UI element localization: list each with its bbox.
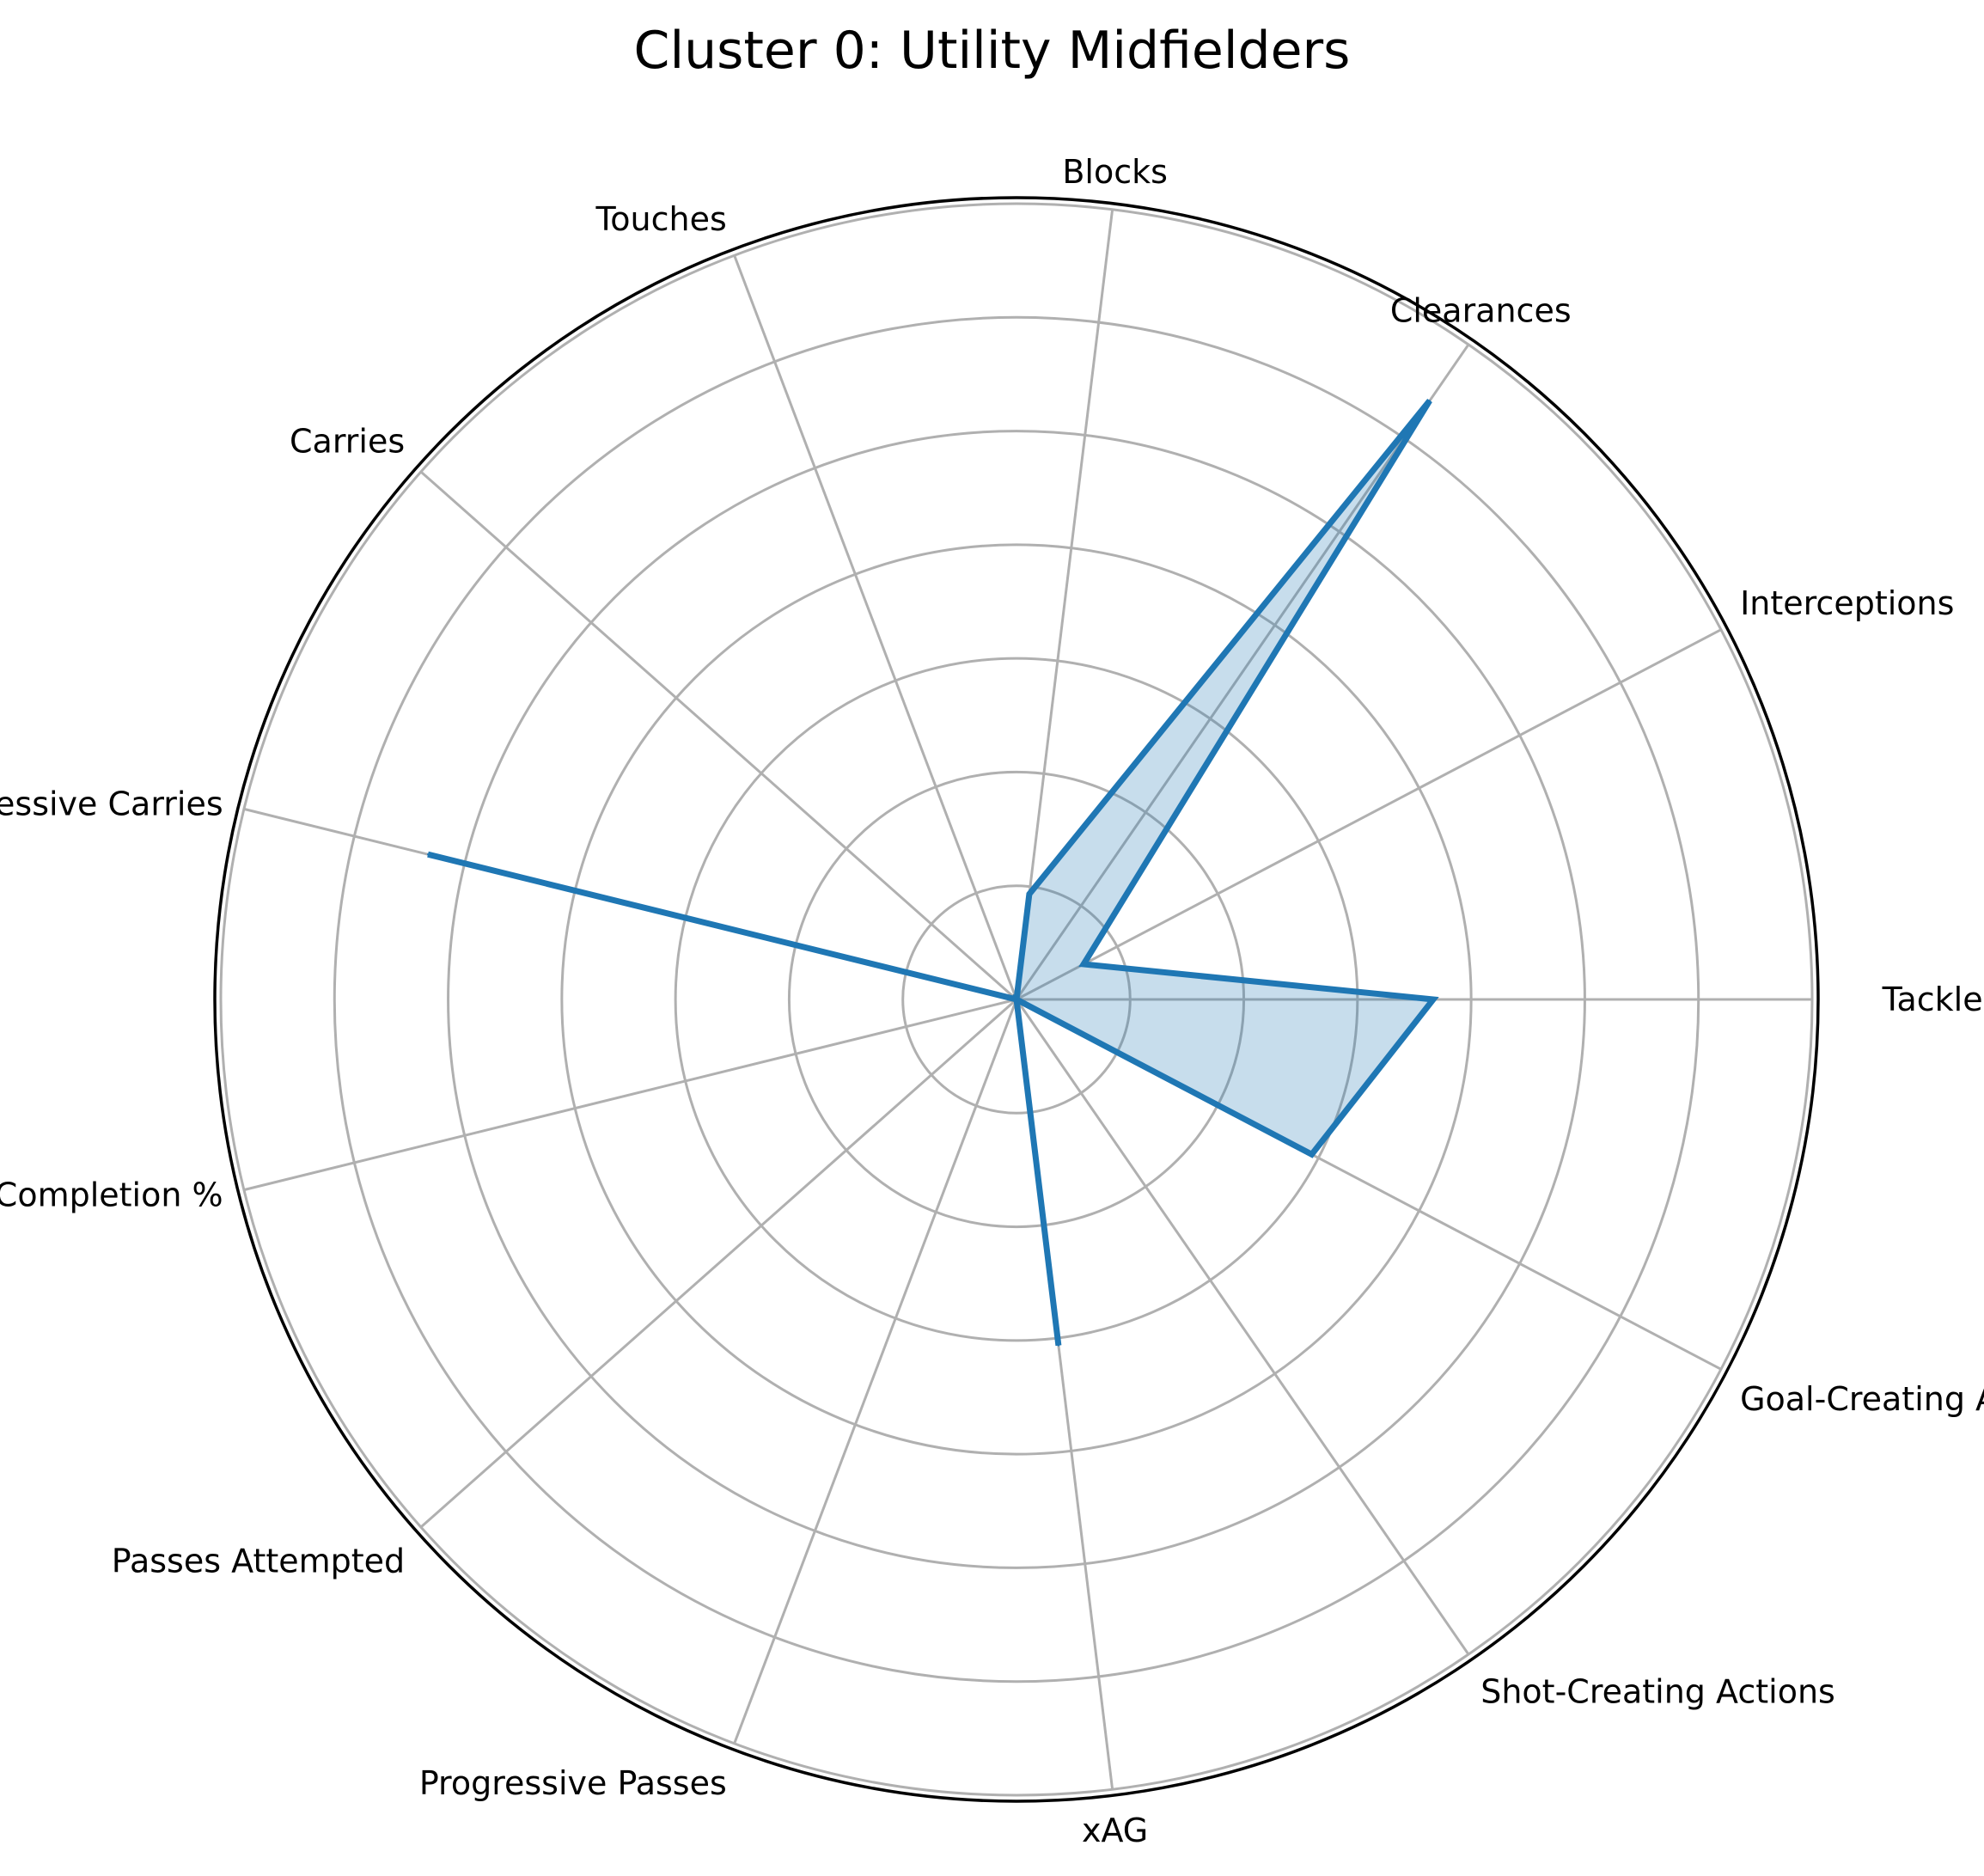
chart-title: Cluster 0: Utility Midfielders: [633, 21, 1351, 81]
data-point-1: [1432, 999, 1435, 1000]
axis-label-3: Clearances: [1390, 291, 1572, 329]
data-point-7: [426, 853, 429, 856]
grid-spoke-4: [1015, 209, 1114, 1000]
axis-label-6: Carries: [290, 422, 405, 460]
data-point-11: [1057, 1344, 1059, 1347]
axis-label-11: xAG: [1082, 1812, 1148, 1849]
grid-spoke-3: [1015, 344, 1470, 1000]
axis-label-10: Progressive Passes: [419, 1764, 727, 1802]
axis-label-7: Progressive Carries: [0, 785, 223, 822]
data-point-12: [1016, 999, 1017, 1000]
series-layer: [426, 398, 1439, 1347]
polar-frame: [213, 196, 1820, 1803]
axis-label-13: Goal-Creating Actions: [1740, 1380, 1984, 1418]
axis-label-1: Tackles: [1882, 981, 1984, 1018]
data-point-4: [1028, 893, 1030, 895]
grid-spoke-2: [1016, 628, 1722, 1001]
data-point-3: [1428, 400, 1431, 402]
grid-spoke-12: [1015, 999, 1470, 1655]
data-point-2: [1083, 963, 1085, 966]
grid-spoke-9: [419, 998, 1017, 1529]
grid-spoke-5: [733, 254, 1018, 1000]
axis-label-5: Touches: [595, 200, 727, 238]
axis-label-12: Shot-Creating Actions: [1480, 1673, 1835, 1711]
axis-label-8: Pass Completion %: [0, 1176, 223, 1214]
grid-spoke-8: [243, 998, 1017, 1192]
axis-label-9: Passes Attempted: [112, 1543, 405, 1580]
grid-spoke-6: [419, 470, 1017, 1001]
axis-label-4: Blocks: [1062, 153, 1168, 191]
axis-label-2: Interceptions: [1740, 584, 1954, 622]
label-layer: Tackles Interceptions Clearances Blocks Touc…: [0, 153, 1984, 1849]
grid-spoke-10: [733, 999, 1018, 1745]
data-point-13: [1310, 1153, 1313, 1156]
